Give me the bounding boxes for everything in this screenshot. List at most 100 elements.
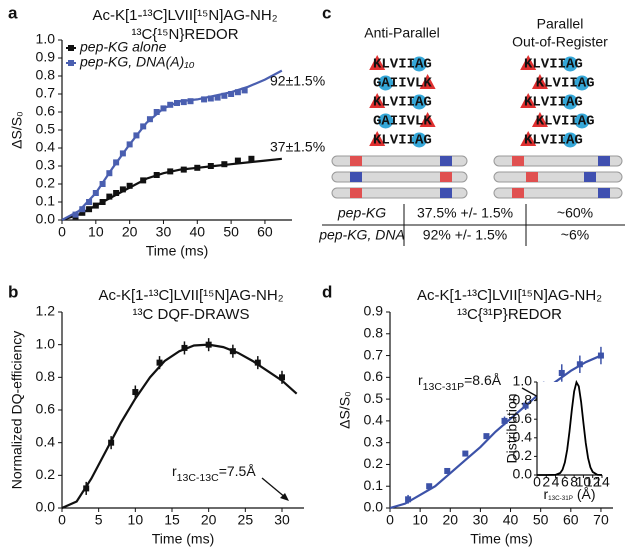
- data-point: [501, 417, 508, 424]
- x-tick-label: 0: [386, 512, 394, 528]
- table-cell: ~60%: [557, 205, 593, 221]
- sequence: GAIIVLK: [373, 114, 432, 130]
- y-tick-label: 0.4: [36, 139, 56, 155]
- y-tick-label: 0.3: [364, 433, 384, 449]
- data-point: [146, 116, 153, 123]
- label-triangle: [369, 55, 386, 70]
- x-axis-label: Time (ms): [470, 531, 532, 547]
- chart-title: Ac-K[1-¹³C]LVII[¹⁵N]AG-NH₂: [92, 7, 277, 24]
- x-tick-label: 10: [88, 224, 104, 240]
- chart-subtitle: ¹³C DQF-DRAWS: [133, 306, 250, 323]
- panel-c-cartoons: [322, 155, 625, 246]
- label-circle: [562, 56, 578, 72]
- data-point: [99, 199, 106, 205]
- label-triangle: [419, 74, 436, 89]
- x-axis-label: Time (ms): [152, 531, 214, 547]
- legend-label: pep-KG, DNA(A)₁₀: [79, 54, 195, 70]
- fit-line: [389, 354, 602, 510]
- label-circle: [411, 132, 427, 148]
- y-tick-label: 0.6: [364, 368, 384, 384]
- y-tick-label: 0.7: [36, 85, 56, 101]
- label-triangle: [520, 131, 537, 146]
- data-point: [597, 352, 604, 359]
- table-cell: pep-KG: [337, 205, 386, 221]
- y-axis-label: Distribution: [504, 393, 520, 463]
- fit-line: [61, 157, 282, 222]
- x-tick-label: 12: [585, 474, 601, 490]
- data-point: [106, 193, 113, 200]
- label-triangle: [531, 74, 548, 89]
- annotation: 92±1.5%: [270, 73, 325, 89]
- data-point: [180, 166, 187, 173]
- y-axis-label: ΔS/S₀: [9, 111, 25, 149]
- x-tick-label: 60: [563, 512, 579, 528]
- data-point: [207, 163, 214, 169]
- table-cell: 92% +/- 1.5%: [423, 227, 507, 243]
- annotation: 37±1.5%: [270, 139, 325, 155]
- y-axis-label: Normalized DQ-efficiency: [9, 331, 25, 489]
- label-red: [512, 188, 524, 198]
- data-point: [194, 164, 201, 171]
- data-point: [92, 202, 99, 209]
- fibril-cartoon: [331, 155, 468, 167]
- x-tick-label: 50: [533, 512, 549, 528]
- y-tick-label: 0.8: [513, 391, 533, 407]
- data-point: [462, 450, 469, 457]
- data-point: [92, 190, 99, 196]
- y-tick-label: 0.4: [364, 412, 384, 428]
- table-cell: ~6%: [561, 227, 589, 243]
- label-red: [350, 156, 362, 166]
- data-point: [558, 369, 565, 376]
- rich-label: r13C-31P (Å): [543, 486, 595, 502]
- x-tick-label: 0: [58, 224, 66, 240]
- data-point: [180, 99, 187, 106]
- fit-line: [537, 379, 603, 476]
- y-tick-label: 1.2: [36, 303, 56, 319]
- x-tick-label: 14: [594, 474, 610, 490]
- x-tick-label: 20: [122, 224, 138, 240]
- data-point: [174, 100, 180, 106]
- y-tick-label: 0.4: [36, 433, 56, 449]
- fit-line: [61, 69, 283, 221]
- label-blue: [440, 188, 452, 198]
- data-point: [79, 209, 86, 216]
- label-main: r: [172, 463, 177, 479]
- data-point: [426, 483, 433, 490]
- y-tick-label: 0.8: [36, 368, 56, 384]
- fibril-cartoon: [493, 155, 623, 167]
- column-header: Out-of-Register: [512, 34, 608, 50]
- label-circle: [378, 113, 394, 129]
- data-point: [207, 95, 214, 102]
- data-point: [522, 402, 529, 409]
- chart-title: Ac-K[1-¹³C]LVII[¹⁵N]AG-NH₂: [98, 287, 283, 304]
- data-point: [444, 467, 451, 474]
- panel-label: a: [8, 3, 18, 22]
- data-point: [153, 172, 160, 178]
- data-point: [83, 485, 90, 492]
- label-red: [512, 156, 524, 166]
- sequence: KLVIIAG: [373, 133, 432, 149]
- x-tick-label: 6: [561, 474, 569, 490]
- data-point: [119, 150, 126, 157]
- data-point: [201, 96, 208, 103]
- column-header: Parallel: [537, 16, 584, 32]
- data-point: [229, 348, 236, 355]
- label-circle: [378, 75, 394, 91]
- fibril-cartoon: [493, 171, 623, 183]
- y-tick-label: 0.5: [36, 121, 56, 137]
- x-tick-label: 5: [95, 512, 103, 528]
- data-point: [576, 361, 583, 368]
- data-point: [187, 98, 194, 105]
- data-point: [86, 199, 93, 205]
- y-tick-label: 1.0: [513, 373, 533, 389]
- data-point: [156, 359, 163, 366]
- label-blue: [598, 188, 610, 198]
- data-point: [234, 157, 241, 164]
- label-sub: 13C-31P: [548, 495, 573, 502]
- x-tick-label: 10: [576, 474, 592, 490]
- y-tick-label: 1.0: [36, 31, 56, 47]
- y-tick-label: 0.2: [36, 175, 56, 191]
- y-tick-label: 0.2: [513, 447, 533, 463]
- label-blue: [598, 156, 610, 166]
- data-point: [405, 496, 412, 503]
